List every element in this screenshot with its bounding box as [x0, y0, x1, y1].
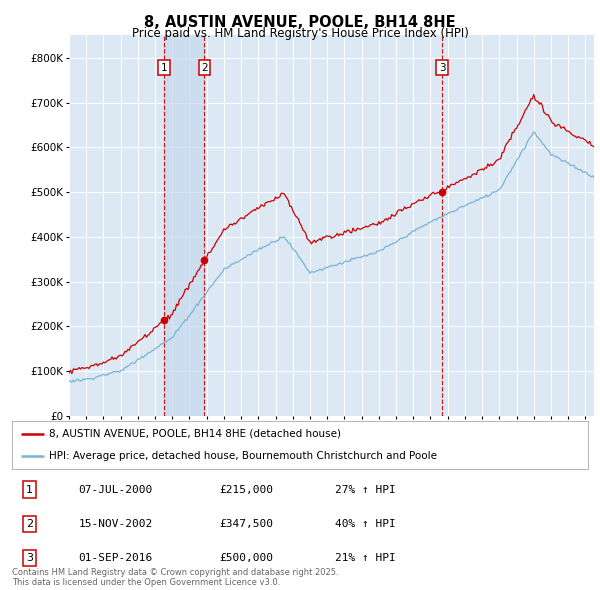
Text: 3: 3	[439, 63, 445, 73]
Bar	[164, 35, 205, 416]
Text: 8, AUSTIN AVENUE, POOLE, BH14 8HE: 8, AUSTIN AVENUE, POOLE, BH14 8HE	[144, 15, 456, 30]
Text: 8, AUSTIN AVENUE, POOLE, BH14 8HE (detached house): 8, AUSTIN AVENUE, POOLE, BH14 8HE (detac…	[49, 429, 341, 439]
Text: Price paid vs. HM Land Registry's House Price Index (HPI): Price paid vs. HM Land Registry's House …	[131, 27, 469, 40]
Text: £215,000: £215,000	[220, 484, 274, 494]
Text: 2: 2	[26, 519, 33, 529]
Text: 1: 1	[161, 63, 167, 73]
Text: 2: 2	[201, 63, 208, 73]
Text: 1: 1	[26, 484, 33, 494]
Text: 15-NOV-2002: 15-NOV-2002	[78, 519, 152, 529]
Text: 21% ↑ HPI: 21% ↑ HPI	[335, 553, 395, 563]
Text: £347,500: £347,500	[220, 519, 274, 529]
Text: 3: 3	[26, 553, 33, 563]
Text: £500,000: £500,000	[220, 553, 274, 563]
Text: Contains HM Land Registry data © Crown copyright and database right 2025.
This d: Contains HM Land Registry data © Crown c…	[12, 568, 338, 587]
Text: 40% ↑ HPI: 40% ↑ HPI	[335, 519, 395, 529]
Text: 01-SEP-2016: 01-SEP-2016	[78, 553, 152, 563]
Text: 27% ↑ HPI: 27% ↑ HPI	[335, 484, 395, 494]
Text: HPI: Average price, detached house, Bournemouth Christchurch and Poole: HPI: Average price, detached house, Bour…	[49, 451, 437, 461]
Text: 07-JUL-2000: 07-JUL-2000	[78, 484, 152, 494]
